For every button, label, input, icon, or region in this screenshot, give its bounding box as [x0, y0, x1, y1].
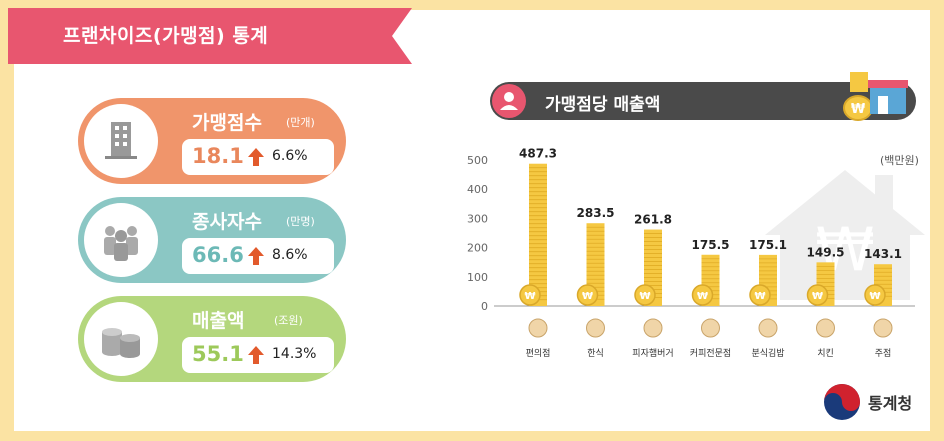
- stat-unit: (조원): [274, 314, 303, 327]
- page-title: 프랜차이즈(가맹점) 통계: [63, 25, 269, 47]
- bar-chart: 0 100 200 300 400 500 ₩487.3 편의점 ₩283.5 한식 ₩261.8 피…: [467, 147, 915, 359]
- coin-icon: [864, 284, 886, 306]
- data-label: 175.1: [749, 238, 787, 252]
- x-tick-label: 커피전문점: [690, 347, 731, 359]
- x-tick-label: 치킨: [817, 347, 834, 359]
- coin-icon: [691, 284, 714, 306]
- coin-icon: [519, 284, 541, 306]
- arrow-up-icon: [248, 148, 264, 166]
- won-symbol: ₩: [697, 291, 708, 302]
- x-tick-label: 한식: [587, 348, 604, 359]
- stat-card-sales: 매출액 (조원) 55.1 14.3%: [78, 296, 346, 382]
- store-coins-icon: ₩: [843, 72, 908, 121]
- stat-unit: (만개): [286, 116, 315, 129]
- won-symbol: ₩: [639, 291, 650, 302]
- arrow-up-icon: [248, 346, 264, 364]
- building-icon: [105, 122, 137, 159]
- korean-food-icon: [586, 318, 605, 338]
- won-symbol: ₩: [754, 291, 765, 302]
- stat-label: 매출액: [192, 310, 245, 332]
- stat-change: 14.3%: [272, 346, 317, 362]
- logo-text: 통계청: [868, 394, 913, 413]
- won-symbol: ₩: [869, 291, 880, 302]
- coins-icon: [102, 328, 140, 358]
- stat-unit: (만명): [286, 215, 315, 228]
- x-tick-label: 주점: [875, 347, 892, 359]
- coin-icon: [634, 284, 656, 306]
- stat-label: 종사자수: [192, 211, 262, 233]
- x-tick-label: 편의점: [526, 347, 551, 359]
- kimbap-icon: [758, 318, 778, 338]
- stat-card-stores: 가맹점수 (만개) 18.1 6.6%: [78, 98, 346, 184]
- stat-card-employees: 종사자수 (만명) 66.6 8.6%: [78, 197, 346, 283]
- chart-title: 가맹점당 매출액: [545, 95, 661, 115]
- y-tick-label: 300: [467, 212, 488, 225]
- coin-icon: [749, 284, 771, 306]
- stat-label: 가맹점수: [192, 112, 262, 134]
- chicken-icon: [816, 318, 835, 338]
- coffee-icon: [701, 318, 720, 338]
- statistics-korea-logo: [824, 384, 860, 420]
- beer-icon: [873, 318, 893, 338]
- stat-value: 18.1: [192, 144, 244, 168]
- stat-change: 6.6%: [272, 148, 308, 164]
- stat-value: 55.1: [192, 342, 244, 366]
- person-icon: [500, 92, 518, 110]
- y-tick-label: 400: [467, 183, 488, 196]
- coin-icon: [806, 284, 829, 306]
- x-tick-label: 피자햄버거: [632, 347, 673, 359]
- people-icon: [104, 226, 138, 261]
- y-axis-unit: (백만원): [880, 154, 919, 167]
- stat-change: 8.6%: [272, 247, 308, 263]
- svg-text:₩: ₩: [851, 102, 866, 117]
- data-label: 143.1: [864, 247, 902, 261]
- won-symbol: ₩: [582, 291, 593, 302]
- convenience-store-icon: [528, 318, 548, 338]
- x-tick-label: 분식김밥: [751, 347, 784, 359]
- stat-value: 66.6: [192, 243, 244, 267]
- arrow-up-icon: [248, 247, 264, 265]
- won-symbol: ₩: [524, 291, 535, 302]
- y-tick-label: 100: [467, 271, 488, 284]
- won-symbol: ₩: [812, 291, 823, 302]
- coin-icon: [576, 284, 599, 306]
- data-label: 283.5: [577, 206, 615, 220]
- data-label: 487.3: [519, 147, 557, 161]
- data-label: 175.5: [692, 238, 730, 252]
- y-tick-label: 200: [467, 242, 488, 255]
- bar: [529, 163, 547, 306]
- y-tick-label: 500: [467, 154, 488, 167]
- burger-icon: [643, 318, 663, 338]
- title-ribbon: 프랜차이즈(가맹점) 통계: [8, 8, 412, 74]
- y-tick-label: 0: [481, 300, 488, 313]
- data-label: 261.8: [634, 213, 672, 227]
- data-label: 149.5: [807, 245, 845, 259]
